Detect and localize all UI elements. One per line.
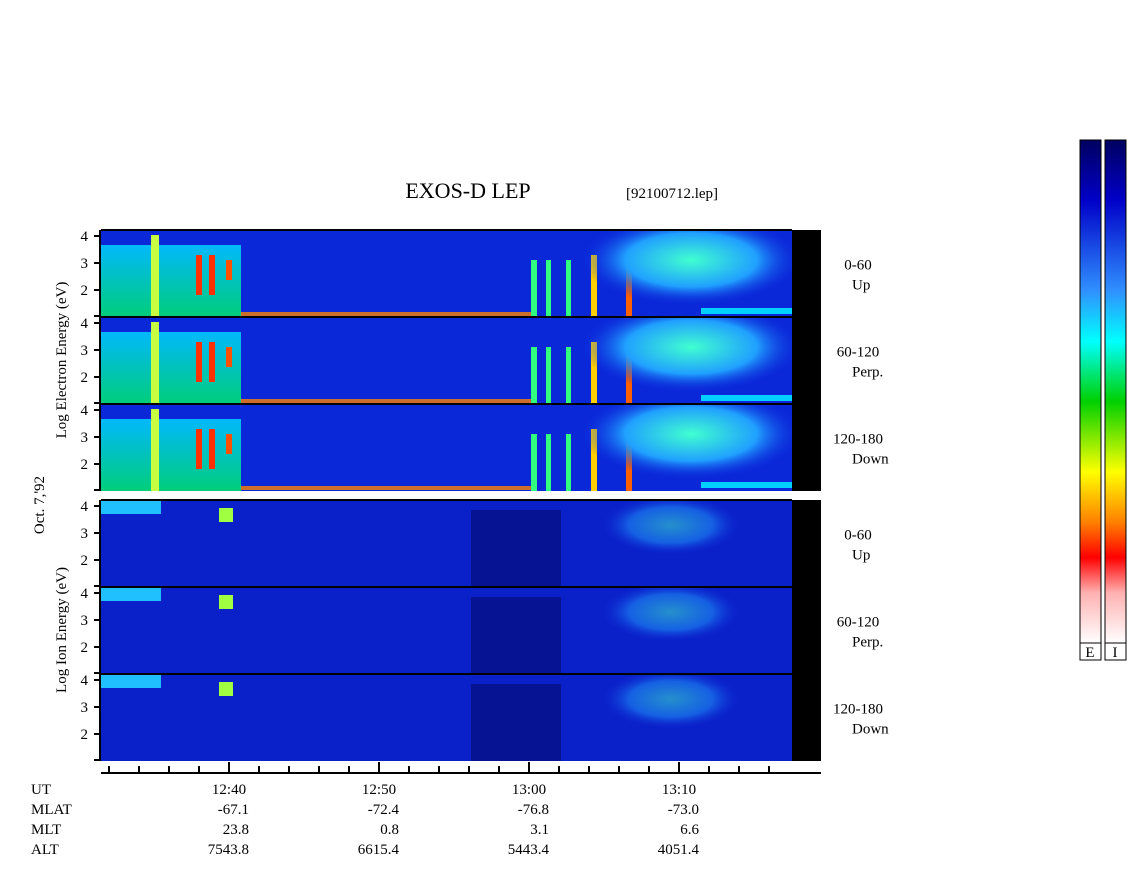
colorbar-label: E xyxy=(1085,645,1094,661)
ephemeris-value: 5443.4 xyxy=(508,842,550,858)
panel-range: 60-120 xyxy=(837,345,880,361)
no-data xyxy=(792,230,821,491)
y-tick-label: 4 xyxy=(81,229,89,245)
y-tick-label: 3 xyxy=(81,256,89,272)
ephemeris-value: -73.0 xyxy=(668,802,699,818)
y-axis-label: Log Electron Energy (eV) xyxy=(54,282,70,439)
panel-range: 0-60 xyxy=(844,528,872,544)
date: Oct. 7,'92 xyxy=(32,476,48,534)
time-tick-label: 13:00 xyxy=(512,782,546,798)
time-tick-label: 12:50 xyxy=(362,782,396,798)
time-tick-label: 13:10 xyxy=(662,782,696,798)
y-tick-label: 2 xyxy=(81,640,89,656)
panel-range: 120-180 xyxy=(833,702,883,718)
panels: 2 3 4 2 3 4 2 3 4 2 3 4 2 3 4 2 3 4 xyxy=(81,229,792,761)
colorbar xyxy=(1079,139,1102,644)
y-tick-label: 2 xyxy=(81,283,89,299)
panel-range: 60-120 xyxy=(837,615,880,631)
y-tick-label: 4 xyxy=(81,403,89,419)
ephemeris-label: UT xyxy=(31,782,51,798)
y-tick-label: 4 xyxy=(81,673,89,689)
y-tick-label: 4 xyxy=(81,316,89,332)
y-tick-label: 3 xyxy=(81,700,89,716)
panel-direction: Up xyxy=(852,548,870,564)
ephemeris-value: -76.8 xyxy=(518,802,549,818)
y-tick-label: 3 xyxy=(81,613,89,629)
panel-range: 120-180 xyxy=(833,432,883,448)
ephemeris-value: 6615.4 xyxy=(358,842,400,858)
panel-direction: Up xyxy=(852,278,870,294)
ephemeris-label: MLT xyxy=(31,822,61,838)
y-axis-label: Log Ion Energy (eV) xyxy=(54,567,70,693)
panel-direction: Down xyxy=(852,452,889,468)
panel-direction: Down xyxy=(852,722,889,738)
file-name: [92100712.lep] xyxy=(626,186,718,202)
ephemeris-value: 3.1 xyxy=(530,822,549,838)
panel-direction: Perp. xyxy=(852,365,883,381)
time-tick-label: 12:40 xyxy=(212,782,246,798)
spectrogram xyxy=(101,500,792,587)
no-data xyxy=(792,500,821,761)
colorbar xyxy=(1104,139,1127,644)
spectrogram xyxy=(101,587,792,674)
title: EXOS-D LEP xyxy=(405,178,530,203)
colorbar-label-box xyxy=(1079,642,1102,661)
colorbar-label-box xyxy=(1104,642,1127,661)
ephemeris-label: ALT xyxy=(31,842,59,858)
spectrogram xyxy=(101,674,792,761)
ephemeris-value: 4051.4 xyxy=(658,842,700,858)
colorbar-label: I xyxy=(1113,645,1118,661)
y-tick-label: 3 xyxy=(81,430,89,446)
y-tick-label: 2 xyxy=(81,553,89,569)
ephemeris-value: 7543.8 xyxy=(208,842,249,858)
y-tick-label: 3 xyxy=(81,526,89,542)
ephemeris-value: 0.8 xyxy=(380,822,399,838)
ephemeris-label: MLAT xyxy=(31,802,72,818)
panel-range: 0-60 xyxy=(844,258,872,274)
y-tick-label: 2 xyxy=(81,727,89,743)
y-tick-label: 2 xyxy=(81,370,89,386)
ephemeris-value: -67.1 xyxy=(218,802,249,818)
y-tick-label: 4 xyxy=(81,499,89,515)
y-tick-label: 4 xyxy=(81,586,89,602)
ephemeris-value: 23.8 xyxy=(223,822,249,838)
ephemeris-value: -72.4 xyxy=(368,802,400,818)
y-tick-label: 3 xyxy=(81,343,89,359)
y-tick-label: 2 xyxy=(81,457,89,473)
panel-direction: Perp. xyxy=(852,635,883,651)
ephemeris-value: 6.6 xyxy=(680,822,699,838)
